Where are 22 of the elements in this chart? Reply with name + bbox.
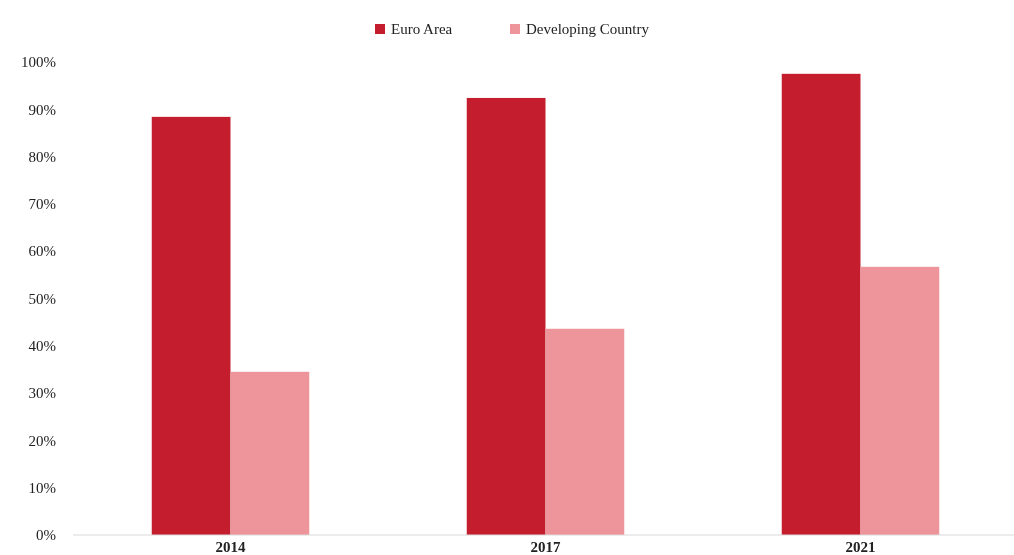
y-tick-label: 10% xyxy=(28,479,56,496)
bar xyxy=(545,328,625,535)
y-tick-label: 100% xyxy=(21,54,56,71)
y-tick-label: 80% xyxy=(28,148,56,165)
x-tick-label: 2014 xyxy=(215,539,246,555)
x-tick-label: 2017 xyxy=(530,539,561,555)
y-tick-label: 20% xyxy=(28,432,56,449)
legend-label: Developing Country xyxy=(526,21,650,37)
y-tick-label: 40% xyxy=(28,338,56,355)
y-tick-label: 60% xyxy=(28,243,56,260)
bar xyxy=(466,97,546,535)
y-tick-label: 70% xyxy=(28,196,56,213)
bar xyxy=(230,371,310,535)
y-tick-label: 0% xyxy=(36,527,56,544)
bar xyxy=(860,266,940,535)
bar xyxy=(151,116,231,535)
x-tick-label: 2021 xyxy=(845,539,876,555)
y-tick-label: 50% xyxy=(28,290,56,307)
bar xyxy=(781,73,861,535)
legend-label: Euro Area xyxy=(391,21,453,37)
y-tick-label: 90% xyxy=(28,101,56,118)
y-tick-label: 30% xyxy=(28,385,56,402)
